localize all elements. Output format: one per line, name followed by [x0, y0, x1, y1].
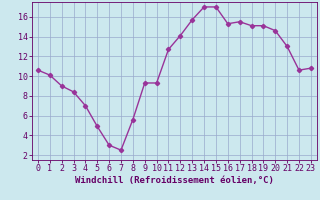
X-axis label: Windchill (Refroidissement éolien,°C): Windchill (Refroidissement éolien,°C): [75, 176, 274, 185]
